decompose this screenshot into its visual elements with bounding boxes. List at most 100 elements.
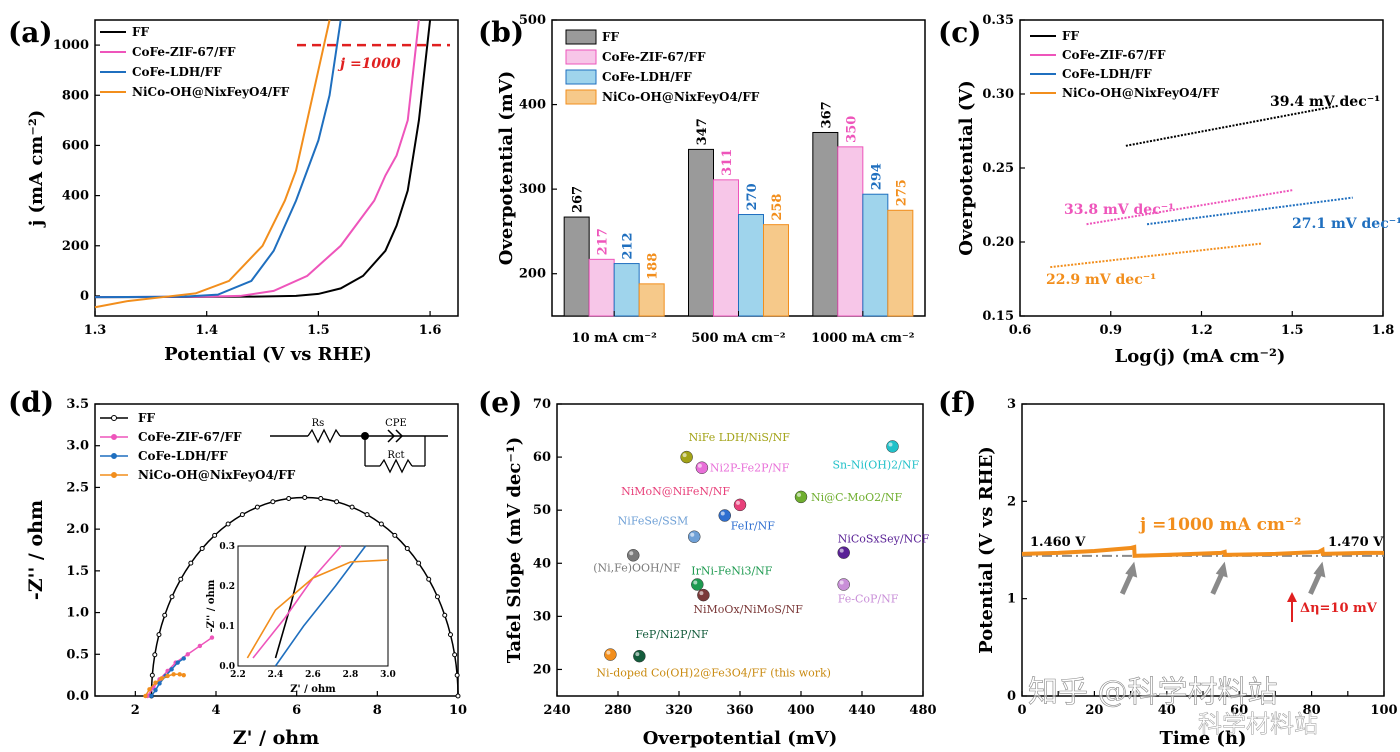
panel-e-point-label: NiMoN@NiFeN/NF bbox=[621, 485, 730, 498]
circuit-cpe-right bbox=[395, 429, 404, 443]
inset-series-line bbox=[274, 545, 367, 667]
panel-e-point bbox=[633, 649, 646, 663]
panel-b-legend-swatch bbox=[565, 29, 597, 45]
panel-b-bar-label: 258 bbox=[770, 194, 785, 221]
panel-a-ytick-label: 600 bbox=[62, 138, 89, 153]
panel-a-legend-label: FF bbox=[132, 25, 150, 39]
panel-d-ylabel: -Z'' / ohm bbox=[25, 500, 47, 600]
panel-b-bar bbox=[862, 193, 889, 317]
panel-d-legend-marker bbox=[111, 472, 117, 478]
inset-content: 2.2 2.4 2.6 2.8 3.0 0.0 0.1 0.2 0.3 bbox=[219, 542, 396, 680]
panel-f-xtick-label: 40 bbox=[1158, 703, 1176, 718]
panel-d-legend-label: FF bbox=[138, 411, 156, 425]
panel-f-ylabel: Potential (V vs RHE) bbox=[976, 446, 997, 654]
panel-c-fit-line bbox=[1050, 242, 1263, 269]
panel-d-series-point bbox=[153, 687, 158, 693]
panel-e-point bbox=[604, 648, 617, 661]
panel-b: (b) 200 300 400 500 267 217 212 188 10 mA cm⁻² 3… bbox=[478, 13, 926, 346]
panel-d-ytick-label: 2.5 bbox=[66, 480, 89, 495]
panel-c-ytick-label: 0.15 bbox=[982, 309, 1014, 324]
panel-d-ff-point bbox=[239, 512, 245, 518]
panel-c-ytick-label: 0.20 bbox=[982, 235, 1014, 250]
inset-ytick-label: 0.3 bbox=[219, 542, 235, 552]
panel-d-series-point bbox=[147, 687, 152, 692]
panel-b-bar bbox=[812, 131, 839, 317]
panel-e-label: (e) bbox=[478, 386, 522, 419]
inset-series-line bbox=[274, 545, 307, 659]
panel-a-ticks: 1.3 1.4 1.5 1.6 0 200 400 600 800 1000 bbox=[53, 38, 442, 338]
panel-d-ytick-label: 0.0 bbox=[66, 689, 89, 704]
panel-d-circuit: Rs CPE Rct bbox=[270, 418, 448, 474]
panel-e-point bbox=[794, 490, 808, 504]
panel-b-ylabel: Overpotential (mV) bbox=[496, 71, 517, 265]
panel-f-stability-line bbox=[1021, 544, 1384, 558]
panel-c-legend-label: NiCo-OH@NixFeyO4/FF bbox=[1062, 86, 1220, 100]
panel-c-legend-label: CoFe-LDH/FF bbox=[1062, 67, 1152, 81]
panel-a-label: (a) bbox=[8, 16, 53, 49]
panel-e-point-highlight bbox=[635, 652, 640, 657]
panel-d-ff-point bbox=[416, 560, 422, 566]
panel-d-series-point bbox=[165, 673, 170, 679]
panel-a-legend-label: CoFe-ZIF-67/FF bbox=[132, 45, 236, 59]
panel-b-bar bbox=[588, 258, 615, 317]
panel-e-xlabel: Overpotential (mV) bbox=[643, 728, 837, 749]
panel-b-legend-label: CoFe-LDH/FF bbox=[602, 70, 692, 84]
panel-d-legend-marker bbox=[111, 415, 117, 421]
panel-a-xtick-label: 1.6 bbox=[419, 323, 442, 338]
panel-b-bar-label: 350 bbox=[844, 116, 859, 143]
panel-e-point-highlight bbox=[839, 580, 844, 585]
panel-a-ytick-label: 800 bbox=[62, 88, 89, 103]
panel-e: (e) 240 280 320 360 400 440 480 20 30 40 50 60 70 Ni… bbox=[478, 386, 937, 749]
panel-d-ff-point bbox=[212, 532, 218, 538]
panel-b-bar-label: 347 bbox=[695, 118, 710, 145]
panel-b-ytick-label: 300 bbox=[519, 182, 546, 197]
panel-d-ff-point bbox=[434, 594, 440, 600]
panel-d-ff-point bbox=[188, 560, 194, 566]
panel-d-ytick-label: 3.5 bbox=[66, 397, 89, 412]
panel-f-arrow-head bbox=[1125, 561, 1138, 578]
panel-b-legend-label: NiCo-OH@NixFeyO4/FF bbox=[602, 90, 760, 104]
panel-f-xtick-label: 0 bbox=[1017, 703, 1026, 718]
panel-e-point-label: NiFe LDH/NiS/NF bbox=[689, 431, 791, 444]
panel-d-ff-point bbox=[199, 545, 205, 551]
panel-f-ytick-label: 0 bbox=[1007, 689, 1016, 704]
panel-f-xtick-label: 100 bbox=[1370, 703, 1397, 718]
panel-b-legend-swatch bbox=[565, 49, 597, 65]
panel-f-ytick-label: 3 bbox=[1007, 397, 1016, 412]
panel-b-bar-label: 188 bbox=[646, 253, 661, 280]
panel-a-legend-label: NiCo-OH@NixFeyO4/FF bbox=[132, 85, 290, 99]
panel-c-ytick-label: 0.25 bbox=[982, 161, 1014, 176]
panel-c-slope-label: 27.1 mV dec⁻¹ bbox=[1292, 216, 1400, 232]
panel-f-annotation: j =1000 mA cm⁻² bbox=[1138, 515, 1301, 535]
panel-d-inset: 2.2 2.4 2.6 2.8 3.0 0.0 0.1 0.2 0.3 Z' / ohm -Z'… bbox=[206, 542, 396, 695]
panel-e-ytick-label: 30 bbox=[533, 609, 551, 624]
panel-d-ff-point bbox=[178, 576, 184, 582]
panel-e-ytick-label: 40 bbox=[533, 556, 551, 571]
panel-d-ff-point bbox=[162, 612, 168, 618]
panel-e-point bbox=[691, 578, 704, 591]
panel-d-series-point bbox=[177, 672, 182, 677]
panel-c: (c) 0.6 0.9 1.2 1.5 1.80.150.200.250.300.35 … bbox=[938, 13, 1400, 367]
panel-e-xtick-label: 360 bbox=[726, 703, 753, 718]
inset-series-line bbox=[246, 559, 389, 659]
panel-e-point-label: NiCoSxSey/NCF bbox=[838, 533, 930, 546]
panel-e-ylabel: Tafel Slope (mV dec⁻¹) bbox=[504, 437, 525, 663]
panel-f-arrow-head bbox=[1215, 561, 1228, 578]
panel-d-ff-point bbox=[334, 499, 340, 505]
panel-e-ytick-label: 70 bbox=[533, 397, 551, 412]
panel-a-series-line bbox=[94, 19, 342, 299]
panel-c-series: 39.4 mV dec⁻¹ 33.8 mV dec⁻¹ 27.1 mV dec⁻¹ 2… bbox=[1046, 94, 1400, 288]
panel-b-bar bbox=[563, 216, 590, 317]
panel-d-ff-point bbox=[426, 576, 432, 582]
panel-d-label: (d) bbox=[8, 386, 54, 419]
panel-d-ff-point bbox=[447, 632, 453, 638]
panel-d-legend: FF CoFe-ZIF-67/FF CoFe-LDH/FF NiCo-OH@NixFe… bbox=[100, 411, 296, 482]
panel-d-ytick-label: 3.0 bbox=[66, 439, 89, 454]
panel-d-series-point bbox=[171, 672, 176, 677]
circuit-resistor-rct bbox=[379, 458, 413, 474]
panel-d-series-point bbox=[143, 693, 148, 699]
panel-c-ytick-label: 0.35 bbox=[982, 13, 1014, 28]
panel-d-series-point bbox=[157, 681, 162, 686]
panel-b-bar-label: 267 bbox=[571, 186, 586, 213]
panel-c-ylabel: Overpotential (V) bbox=[956, 80, 977, 255]
